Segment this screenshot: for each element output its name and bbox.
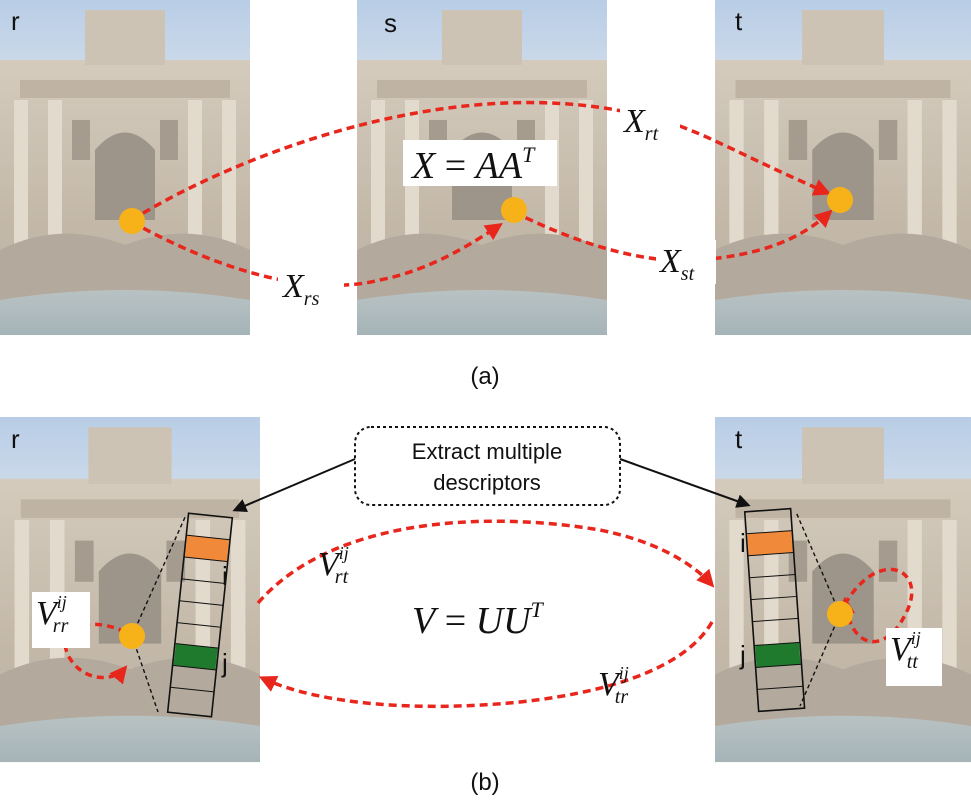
edge-label-vtt: Vij tt [890,628,921,673]
edge-label-xrs: Xrs [281,268,320,310]
arrow-vrt [256,519,715,605]
edge-label-xrt: Xrt [622,103,659,145]
descriptor-column-r [166,512,234,718]
callout-box [354,426,621,506]
edge-label-bg-rr [32,592,90,648]
descriptor-guide-r-top [131,514,187,637]
equation-a-box [403,140,557,186]
equation-a: X = AAT [410,142,536,187]
photo-label-r-b: r [11,424,20,454]
keypoint-t-b [827,601,853,627]
edge-label-xst: Xst [658,243,695,285]
edge-label-bg-st [656,240,716,284]
keypoint-t-a [827,187,853,213]
descriptor-guide-r-bottom [131,635,159,713]
descriptor-label-j-r: j [221,648,228,678]
arrow-r-to-t [131,100,832,222]
edge-label-vrr: Vij rr [36,592,69,637]
photo-label-s-a: s [384,8,397,38]
edge-label-vrt: Vij rt [318,543,349,588]
photo-label-t-b: t [735,424,743,454]
callout-pointer-left [232,458,356,513]
callout-pointer-right [619,458,751,508]
caption-a: (a) [470,363,499,390]
descriptor-label-i-t: i [740,528,746,558]
arrow-vrr [63,622,128,685]
keypoint-r-a [119,208,145,234]
descriptor-guide-t-bottom [799,613,841,707]
descriptor-label-i-r: i [222,561,228,591]
descriptor-label-j-t: j [739,640,746,670]
descriptor-guide-t-top [795,511,841,615]
edge-label-bg-rt [620,100,680,144]
equation-b: V = UUT [412,597,545,642]
keypoint-s-a [501,197,527,223]
keypoint-r-b [119,623,145,649]
arrow-vtr [258,621,714,709]
caption-b: (b) [470,769,499,796]
edge-label-vtr: Vij tr [598,663,629,708]
descriptor-column-t [743,507,806,713]
arrow-r-to-s [131,220,503,288]
photo-label-t-a: t [735,6,743,36]
photo-t-a [715,0,971,335]
photo-r-b [0,417,260,763]
callout-line-2: descriptors [433,470,541,495]
photo-label-r-a: r [11,6,20,36]
edge-label-bg-tt [886,628,942,686]
photo-r-a [0,0,250,335]
edge-label-bg-rs [278,262,344,306]
callout-line-1: Extract multiple [412,439,562,464]
photo-t-b [715,417,971,763]
